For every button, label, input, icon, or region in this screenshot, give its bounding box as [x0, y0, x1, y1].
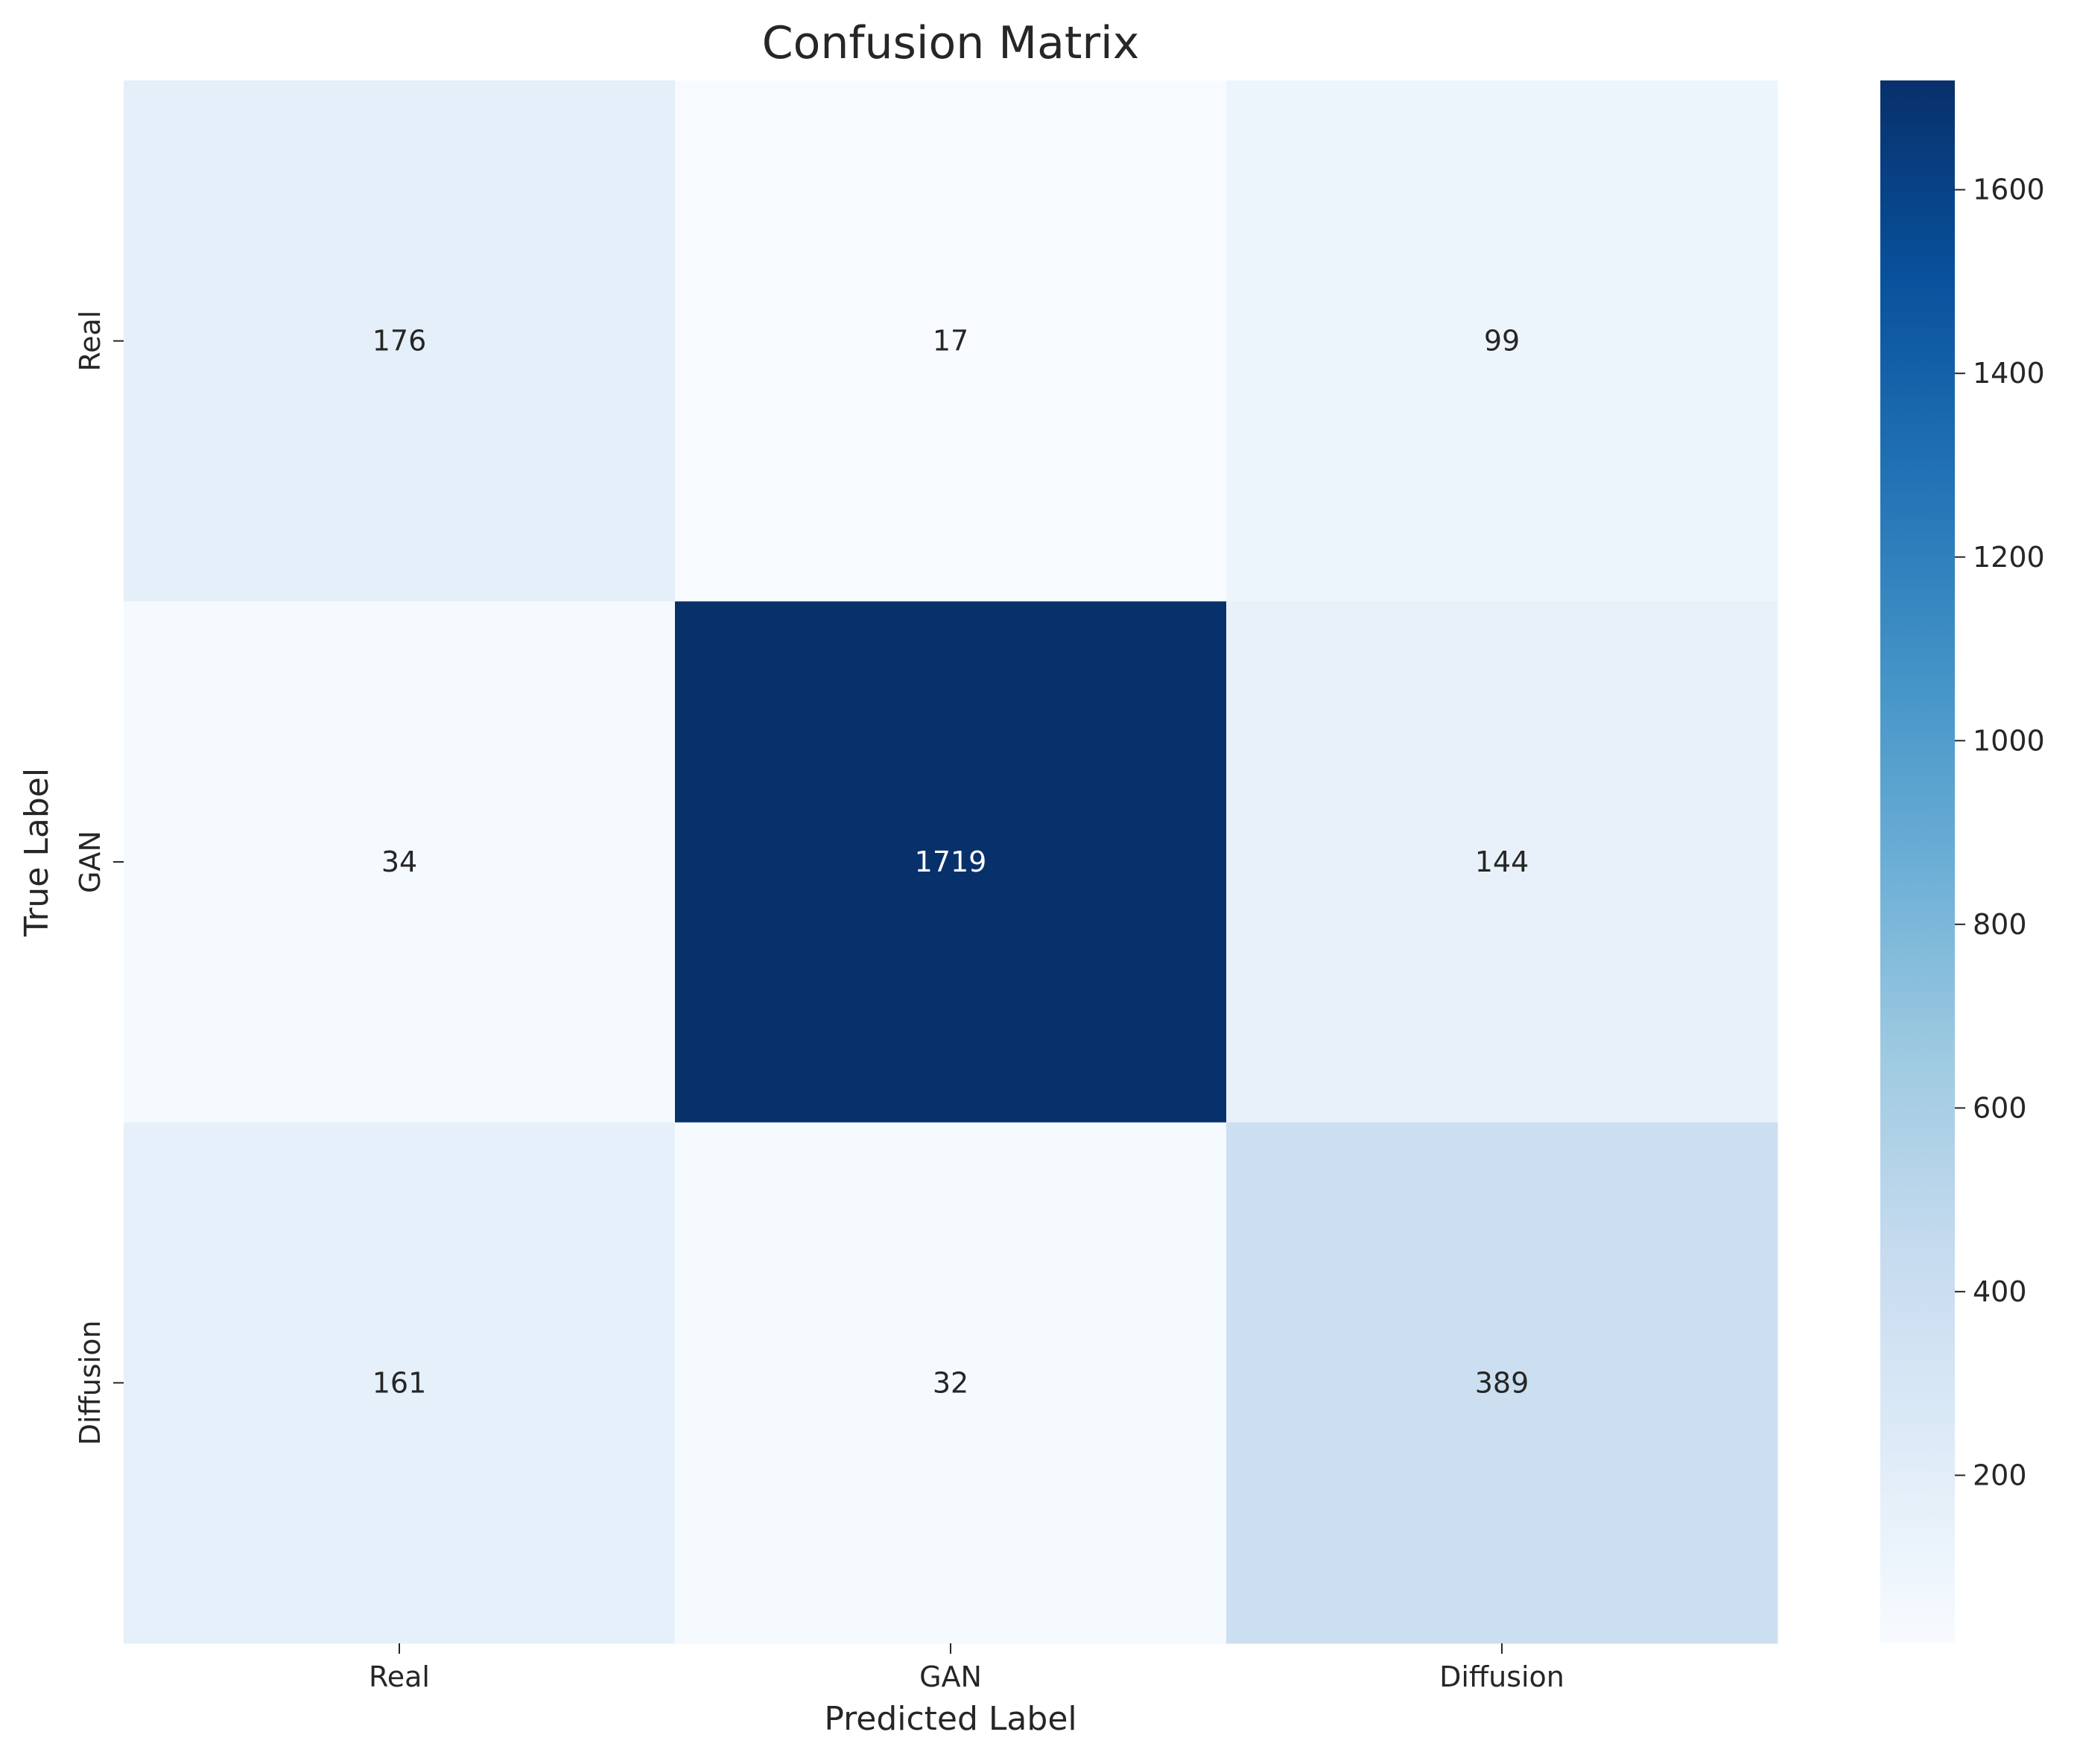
colorbar-ticks: 200 400 600 800 1000 1200 1400 1600 [1955, 174, 2045, 1491]
colorbar-tick-label: 1400 [1973, 357, 2045, 390]
colorbar: 200 400 600 800 1000 1200 1400 1600 [1880, 80, 2045, 1643]
x-tick-label: Diffusion [1439, 1660, 1564, 1693]
y-axis-label: True Label [18, 768, 56, 937]
heatmap-cell [675, 601, 1227, 1123]
y-tick-label: GAN [74, 831, 107, 893]
heatmap-cell [675, 80, 1227, 602]
cell-annotations: 176 17 99 34 1719 144 161 32 389 [372, 325, 1529, 1400]
heatmap-cells [124, 80, 1778, 1644]
colorbar-gradient [1880, 80, 1955, 1643]
chart-title: Confusion Matrix [762, 17, 1139, 69]
heatmap-cell [1226, 601, 1778, 1123]
cell-value-label: 1719 [915, 845, 987, 878]
colorbar-tick-label: 600 [1973, 1091, 2027, 1124]
cell-value-label: 389 [1475, 1366, 1529, 1399]
x-axis-label: Predicted Label [824, 1700, 1076, 1738]
colorbar-tick-label: 1200 [1973, 541, 2045, 574]
colorbar-tick-label: 1000 [1973, 724, 2045, 757]
cell-value-label: 32 [933, 1366, 968, 1399]
cell-value-label: 99 [1484, 325, 1520, 358]
heatmap-cell [124, 601, 676, 1123]
x-tick-label: GAN [919, 1660, 982, 1693]
heatmap-cell [124, 1122, 676, 1644]
cell-value-label: 176 [372, 325, 427, 358]
cell-value-label: 34 [381, 845, 417, 878]
cell-value-label: 161 [372, 1366, 427, 1399]
heatmap-cell [124, 80, 676, 602]
cell-value-label: 17 [933, 325, 968, 358]
colorbar-tick-label: 800 [1973, 908, 2027, 941]
heatmap-cell [675, 1122, 1227, 1644]
y-tick-label: Diffusion [74, 1320, 107, 1445]
colorbar-tick-label: 400 [1973, 1275, 2027, 1308]
heatmap-cell [1226, 80, 1778, 602]
y-tick-label: Real [74, 311, 107, 372]
y-axis-ticks: Real GAN Diffusion [74, 311, 124, 1445]
x-tick-label: Real [369, 1660, 430, 1693]
colorbar-tick-label: 200 [1973, 1459, 2027, 1491]
colorbar-tick-label: 1600 [1973, 174, 2045, 206]
cell-value-label: 144 [1475, 845, 1529, 878]
heatmap-cell [1226, 1122, 1778, 1644]
x-axis-ticks: Real GAN Diffusion [369, 1643, 1564, 1693]
